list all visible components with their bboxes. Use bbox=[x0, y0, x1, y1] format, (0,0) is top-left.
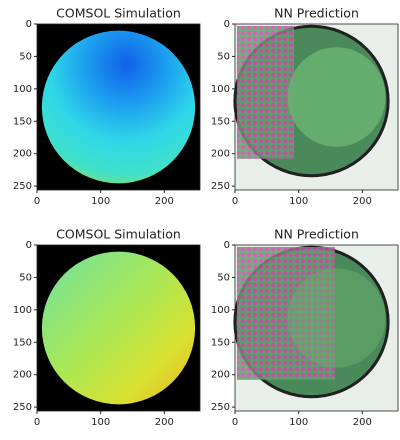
y-tick-label: 100 bbox=[211, 84, 230, 95]
image-region bbox=[41, 30, 196, 184]
x-tick-label: 200 bbox=[353, 417, 372, 428]
y-tick-label: 100 bbox=[13, 84, 32, 95]
y-tick-label: 0 bbox=[26, 240, 32, 251]
y-tick-label: 50 bbox=[217, 51, 230, 62]
y-tick-label: 250 bbox=[13, 402, 32, 413]
image-texture bbox=[287, 47, 386, 147]
axes-frame bbox=[234, 23, 399, 191]
x-tick-label: 0 bbox=[232, 196, 238, 207]
y-tick-label: 150 bbox=[13, 337, 32, 348]
x-tick-label: 200 bbox=[353, 196, 372, 207]
x-tick-label: 200 bbox=[155, 417, 174, 428]
y-tick-label: 150 bbox=[211, 337, 230, 348]
y-tick-label: 200 bbox=[13, 370, 32, 381]
axes-frame bbox=[234, 244, 399, 412]
y-tick-label: 150 bbox=[13, 116, 32, 127]
y-tick-label: 100 bbox=[211, 305, 230, 316]
axes-frame bbox=[36, 244, 201, 412]
x-tick-label: 100 bbox=[91, 196, 110, 207]
x-tick-label: 0 bbox=[34, 196, 40, 207]
x-tick-label: 0 bbox=[232, 417, 238, 428]
image-region bbox=[41, 251, 196, 405]
image bbox=[233, 244, 399, 412]
axes-frame bbox=[36, 23, 201, 191]
y-tick-label: 50 bbox=[217, 272, 230, 283]
image-texture bbox=[237, 26, 295, 159]
chart-title: NN Prediction bbox=[274, 227, 359, 242]
y-tick-label: 0 bbox=[224, 240, 230, 251]
y-tick-label: 250 bbox=[13, 181, 32, 192]
y-tick-label: 50 bbox=[19, 51, 32, 62]
image-texture bbox=[287, 268, 386, 368]
y-tick-label: 200 bbox=[211, 149, 230, 160]
image bbox=[233, 23, 399, 191]
chart-title: COMSOL Simulation bbox=[56, 227, 181, 242]
x-tick-label: 100 bbox=[289, 417, 308, 428]
x-tick-label: 200 bbox=[155, 196, 174, 207]
image bbox=[36, 23, 201, 191]
y-tick-label: 0 bbox=[224, 19, 230, 30]
x-tick-label: 0 bbox=[34, 417, 40, 428]
x-tick-label: 100 bbox=[289, 196, 308, 207]
y-tick-label: 200 bbox=[13, 149, 32, 160]
y-tick-label: 250 bbox=[211, 402, 230, 413]
chart-title: COMSOL Simulation bbox=[56, 6, 181, 21]
x-tick-label: 100 bbox=[91, 417, 110, 428]
y-tick-label: 150 bbox=[211, 116, 230, 127]
y-tick-label: 50 bbox=[19, 272, 32, 283]
y-tick-label: 250 bbox=[211, 181, 230, 192]
y-tick-label: 200 bbox=[211, 370, 230, 381]
y-tick-label: 100 bbox=[13, 305, 32, 316]
image bbox=[36, 244, 201, 412]
chart-title: NN Prediction bbox=[274, 6, 359, 21]
y-tick-label: 0 bbox=[26, 19, 32, 30]
